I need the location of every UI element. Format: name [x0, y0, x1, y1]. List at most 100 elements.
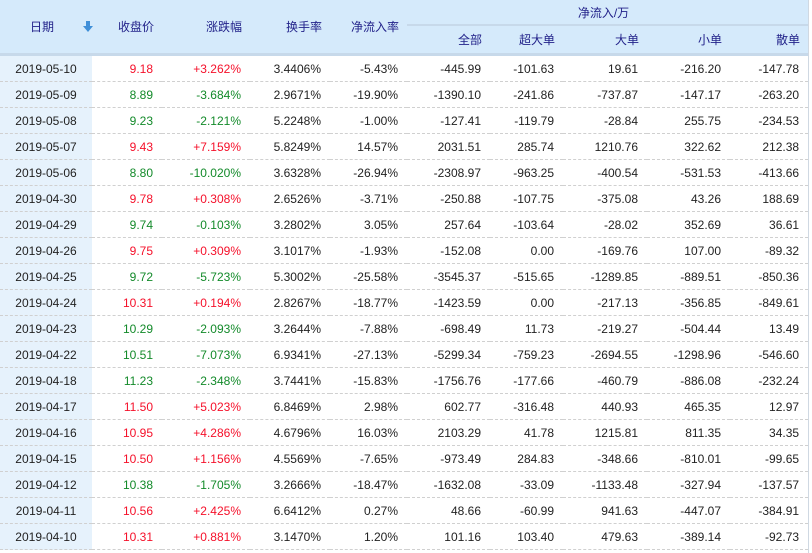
cell-net-large: -737.87	[563, 81, 647, 108]
cell-net-rate: -1.93%	[330, 237, 407, 264]
sort-down-arrow-icon[interactable]	[83, 21, 93, 33]
cell-net-retail: -137.57	[730, 471, 809, 498]
cell-change: -2.121%	[162, 107, 250, 134]
cell-net-small: -810.01	[647, 445, 730, 472]
table-row: 2019-04-16 10.95 +4.286% 4.6796% 16.03% 2103.…	[0, 419, 809, 446]
cell-close: 10.38	[92, 471, 162, 498]
cell-net-large: -169.76	[563, 237, 647, 264]
cell-close: 10.29	[92, 315, 162, 342]
cell-net-retail: -850.36	[730, 263, 809, 290]
cell-net-small: -216.20	[647, 54, 730, 82]
cell-net-all: -2308.97	[407, 159, 490, 186]
column-header-retail[interactable]: 散单	[730, 25, 809, 57]
cell-net-large: -217.13	[563, 289, 647, 316]
cell-date: 2019-04-30	[0, 185, 92, 212]
cell-net-retail: -384.91	[730, 497, 809, 524]
cell-net-small: -327.94	[647, 471, 730, 498]
cell-change: +5.023%	[162, 393, 250, 420]
cell-close: 8.80	[92, 159, 162, 186]
cell-net-all: 2103.29	[407, 419, 490, 446]
cell-net-large: -400.54	[563, 159, 647, 186]
table-row: 2019-04-29 9.74 -0.103% 3.2802% 3.05% 257.64-…	[0, 211, 809, 238]
cell-net-all: -1756.76	[407, 367, 490, 394]
cell-net-retail: -92.73	[730, 523, 809, 550]
cell-change: +4.286%	[162, 419, 250, 446]
cell-net-rate: 2.98%	[330, 393, 407, 420]
cell-turnover: 3.4406%	[250, 54, 330, 82]
table-row: 2019-04-17 11.50 +5.023% 6.8469% 2.98% 602.77…	[0, 393, 809, 420]
table-row: 2019-04-11 10.56 +2.425% 6.6412% 0.27% 48.66-…	[0, 497, 809, 524]
cell-net-rate: -27.13%	[330, 341, 407, 368]
column-header-change[interactable]: 涨跌幅	[162, 0, 250, 56]
cell-net-super-large: 0.00	[490, 289, 563, 316]
cell-date: 2019-05-07	[0, 133, 92, 160]
cell-date: 2019-04-29	[0, 211, 92, 238]
cell-turnover: 4.5569%	[250, 445, 330, 472]
cell-net-all: -698.49	[407, 315, 490, 342]
cell-net-retail: 13.49	[730, 315, 809, 342]
column-header-net-rate[interactable]: 净流入率	[330, 0, 407, 56]
cell-change: -3.684%	[162, 81, 250, 108]
cell-net-large: 19.61	[563, 54, 647, 82]
cell-close: 10.50	[92, 445, 162, 472]
column-header-small[interactable]: 小单	[647, 25, 730, 57]
column-group-net-inflow: 净流入/万	[407, 0, 809, 27]
column-header-large[interactable]: 大单	[563, 25, 647, 57]
cell-net-small: -356.85	[647, 289, 730, 316]
column-header-all[interactable]: 全部	[407, 25, 490, 57]
cell-change: -7.073%	[162, 341, 250, 368]
cell-close: 9.23	[92, 107, 162, 134]
cell-close: 9.75	[92, 237, 162, 264]
table-row: 2019-04-23 10.29 -2.093% 3.2644% -7.88% -698.…	[0, 315, 809, 342]
cell-change: +3.262%	[162, 54, 250, 82]
cell-net-all: 602.77	[407, 393, 490, 420]
cell-net-large: 479.63	[563, 523, 647, 550]
column-header-super-large[interactable]: 超大单	[490, 25, 563, 57]
cell-net-super-large: -177.66	[490, 367, 563, 394]
cell-turnover: 3.1470%	[250, 523, 330, 550]
cell-change: +0.309%	[162, 237, 250, 264]
cell-net-rate: -18.77%	[330, 289, 407, 316]
cell-net-super-large: 41.78	[490, 419, 563, 446]
cell-net-super-large: -101.63	[490, 54, 563, 82]
column-header-close[interactable]: 收盘价	[92, 0, 162, 56]
cell-net-all: -445.99	[407, 54, 490, 82]
cell-net-super-large: 103.40	[490, 523, 563, 550]
cell-net-small: -889.51	[647, 263, 730, 290]
table-row: 2019-04-10 10.31 +0.881% 3.1470% 1.20% 101.16…	[0, 523, 809, 550]
cell-net-rate: -5.43%	[330, 54, 407, 82]
cell-change: -0.103%	[162, 211, 250, 238]
cell-net-all: -127.41	[407, 107, 490, 134]
cell-close: 10.95	[92, 419, 162, 446]
cell-net-small: 352.69	[647, 211, 730, 238]
table-row: 2019-04-22 10.51 -7.073% 6.9341% -27.13% -529…	[0, 341, 809, 368]
cell-net-retail: -234.53	[730, 107, 809, 134]
cell-net-small: -504.44	[647, 315, 730, 342]
cell-turnover: 3.2666%	[250, 471, 330, 498]
cell-net-large: -375.08	[563, 185, 647, 212]
table-row: 2019-05-10 9.18 +3.262% 3.4406% -5.43% -445.9…	[0, 54, 809, 82]
cell-net-rate: 16.03%	[330, 419, 407, 446]
cell-net-large: -28.84	[563, 107, 647, 134]
cell-turnover: 5.3002%	[250, 263, 330, 290]
cell-net-super-large: -33.09	[490, 471, 563, 498]
cell-net-small: -531.53	[647, 159, 730, 186]
column-header-date[interactable]: 日期	[0, 0, 93, 56]
cell-net-large: -28.02	[563, 211, 647, 238]
cell-net-large: 941.63	[563, 497, 647, 524]
column-header-turnover[interactable]: 换手率	[250, 0, 330, 56]
cell-date: 2019-05-06	[0, 159, 92, 186]
cell-net-small: 107.00	[647, 237, 730, 264]
cell-net-rate: -7.88%	[330, 315, 407, 342]
cell-net-retail: -99.65	[730, 445, 809, 472]
table-row: 2019-04-24 10.31 +0.194% 2.8267% -18.77% -142…	[0, 289, 809, 316]
table-row: 2019-05-09 8.89 -3.684% 2.9671% -19.90% -1390…	[0, 81, 809, 108]
cell-turnover: 2.8267%	[250, 289, 330, 316]
cell-date: 2019-04-25	[0, 263, 92, 290]
cell-turnover: 3.2644%	[250, 315, 330, 342]
cell-net-all: -152.08	[407, 237, 490, 264]
cell-change: -2.348%	[162, 367, 250, 394]
cell-net-all: -250.88	[407, 185, 490, 212]
cell-net-rate: -25.58%	[330, 263, 407, 290]
